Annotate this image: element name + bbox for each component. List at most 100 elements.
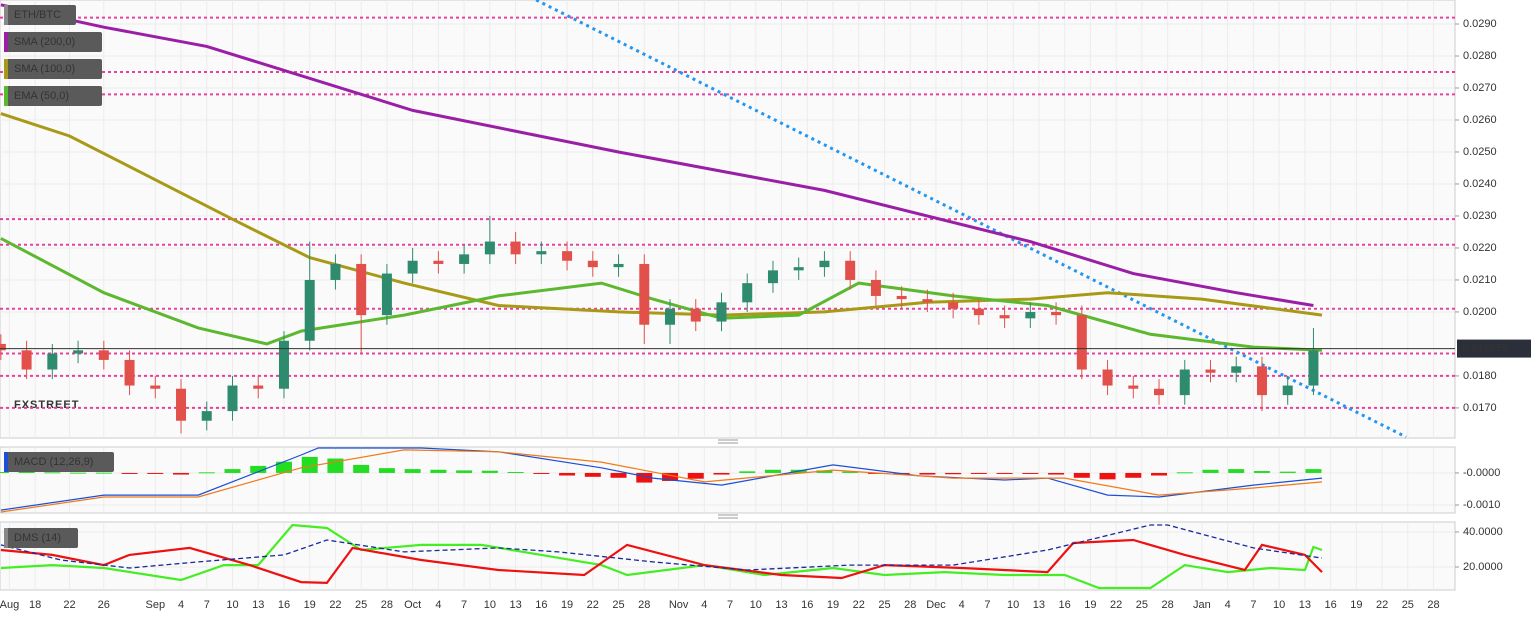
- legend-label: DMS (14): [14, 532, 61, 544]
- last-price-tag: [1457, 339, 1531, 358]
- candle-body: [896, 295, 907, 300]
- x-tick-label: 4: [1225, 599, 1231, 611]
- histogram-bar: [533, 472, 550, 474]
- x-tick-label: 7: [1250, 599, 1256, 611]
- x-tick-label: 10: [226, 599, 238, 611]
- y-tick-label: -0.0000: [1463, 467, 1500, 479]
- candle-body: [1128, 385, 1139, 389]
- y-tick-label: -0.0010: [1463, 499, 1500, 511]
- candle-body: [150, 385, 161, 389]
- x-tick-label: 13: [775, 599, 787, 611]
- histogram-bar: [224, 469, 241, 473]
- candle-body: [381, 273, 392, 316]
- y-tick-label: 40.0000: [1463, 526, 1503, 538]
- y-tick-label: 0.0220: [1463, 242, 1497, 254]
- candle-body: [690, 308, 701, 322]
- candle-body: [639, 263, 650, 325]
- legend-label: ETH/BTC: [14, 9, 61, 21]
- histogram-bar: [1305, 469, 1322, 473]
- line-series: [0, 449, 1323, 513]
- x-tick-label: 7: [727, 599, 733, 611]
- legend-swatch: [4, 86, 8, 106]
- x-tick-label: 4: [178, 599, 184, 611]
- x-tick-label: 18: [29, 599, 41, 611]
- x-tick-label: 22: [1110, 599, 1122, 611]
- x-tick-label: 13: [509, 599, 521, 611]
- x-tick-label: Nov: [669, 599, 689, 611]
- histogram-bar: [687, 472, 704, 479]
- y-tick-label: 0.0240: [1463, 178, 1497, 190]
- candle-body: [1154, 388, 1165, 396]
- x-tick-label: 26: [98, 599, 110, 611]
- x-tick-label: 16: [1059, 599, 1071, 611]
- histogram-bar: [95, 472, 112, 474]
- histogram-bar: [945, 472, 962, 475]
- line-series: [0, 538, 1323, 585]
- candle-body: [47, 353, 58, 370]
- candle-body: [1025, 311, 1036, 319]
- x-tick-label: Dec: [926, 599, 946, 611]
- candle-body: [356, 263, 367, 316]
- y-tick-label: 0.0180: [1463, 370, 1497, 382]
- histogram-bar: [507, 471, 524, 473]
- candle-body: [1076, 315, 1087, 370]
- histogram-bar: [713, 472, 730, 475]
- y-tick-label: 0.0170: [1463, 402, 1497, 414]
- histogram-bar: [198, 472, 215, 474]
- legend-label: MACD (12,26,9): [14, 456, 93, 468]
- x-tick-label: 4: [959, 599, 965, 611]
- x-tick-label: 10: [484, 599, 496, 611]
- legend-label: EMA (50,0): [14, 90, 69, 102]
- panel-handle[interactable]: [718, 514, 738, 519]
- candle-body: [459, 254, 470, 264]
- x-tick-label: 13: [1033, 599, 1045, 611]
- y-tick-label: 20.0000: [1463, 561, 1503, 573]
- histogram-bar: [970, 472, 987, 474]
- candle-body: [484, 241, 495, 255]
- x-tick-label: Oct: [404, 599, 421, 611]
- y-tick-label: 0.0250: [1463, 146, 1497, 158]
- histogram-bar: [1279, 471, 1296, 473]
- x-tick-label: Aug: [0, 599, 19, 611]
- line-series: [0, 447, 1323, 511]
- legend-swatch: [4, 528, 8, 548]
- x-tick-label: 10: [750, 599, 762, 611]
- legend-box: [4, 5, 76, 25]
- panel-handle[interactable]: [718, 439, 738, 444]
- y-tick-label: 0.0200: [1463, 306, 1497, 318]
- x-tick-label: 19: [1084, 599, 1096, 611]
- candle-body: [98, 350, 109, 360]
- histogram-bar: [44, 472, 61, 474]
- candle-body: [613, 263, 624, 268]
- histogram-bar: [1202, 469, 1219, 473]
- x-tick-label: 7: [984, 599, 990, 611]
- candle-body: [1308, 350, 1319, 386]
- candle-body: [1051, 311, 1062, 316]
- watermark: FXSTREET: [14, 399, 79, 411]
- legend-swatch: [4, 32, 8, 52]
- candle-body: [716, 302, 727, 322]
- candle-body: [922, 299, 933, 303]
- legend-label: SMA (200,0): [14, 36, 75, 48]
- candle-body: [742, 283, 753, 303]
- y-tick-label: 0.0260: [1463, 114, 1497, 126]
- histogram-bar: [1125, 472, 1142, 478]
- histogram-bar: [456, 470, 473, 473]
- candle-body: [536, 251, 547, 255]
- histogram-bar: [816, 470, 833, 473]
- x-tick-label: 10: [1007, 599, 1019, 611]
- x-tick-label: 28: [1427, 599, 1439, 611]
- x-tick-label: 16: [535, 599, 547, 611]
- x-tick-label: 28: [381, 599, 393, 611]
- histogram-bar: [584, 472, 601, 477]
- line-series: [535, 0, 1407, 439]
- histogram-bar: [275, 461, 292, 473]
- candle-body: [948, 302, 959, 309]
- histogram-bar: [18, 471, 35, 473]
- y-tick-label: 0.0270: [1463, 82, 1497, 94]
- x-tick-label: 25: [878, 599, 890, 611]
- x-tick-label: 25: [1136, 599, 1148, 611]
- line-series: [0, 3, 1314, 307]
- x-tick-label: 28: [638, 599, 650, 611]
- legend-box: [4, 32, 102, 52]
